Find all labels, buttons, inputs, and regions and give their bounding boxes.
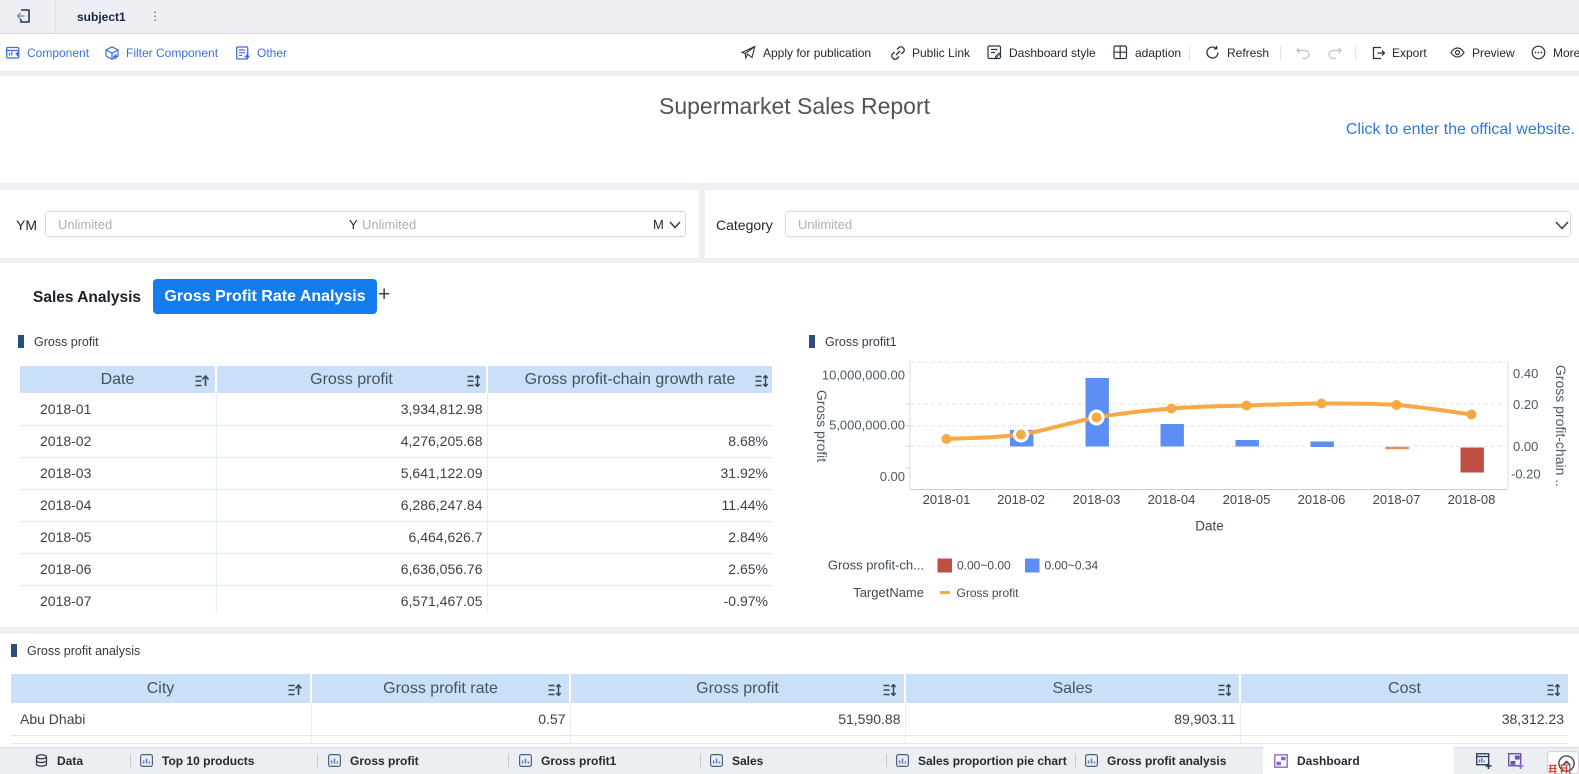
- svg-text:2018-07: 2018-07: [1373, 492, 1421, 507]
- svg-text:Gross profit: Gross profit: [814, 390, 830, 462]
- svg-text:0.20: 0.20: [1513, 397, 1538, 412]
- svg-text:2018-01: 2018-01: [923, 492, 971, 507]
- svg-text:0.00: 0.00: [880, 469, 905, 484]
- svg-text:0.00: 0.00: [1513, 439, 1538, 454]
- svg-text:2018-06: 2018-06: [1298, 492, 1346, 507]
- svg-text:TargetName: TargetName: [853, 585, 924, 600]
- svg-text:Gross profit: Gross profit: [957, 586, 1020, 600]
- svg-text:5,000,000.00: 5,000,000.00: [829, 418, 905, 433]
- svg-text:2018-03: 2018-03: [1073, 492, 1121, 507]
- svg-text:2018-02: 2018-02: [997, 492, 1045, 507]
- svg-text:0.00~0.00: 0.00~0.00: [957, 559, 1011, 573]
- svg-text:2018-08: 2018-08: [1448, 492, 1496, 507]
- svg-text:Gross profit-chain ..: Gross profit-chain ..: [1553, 365, 1569, 487]
- svg-text:Gross profit-ch...: Gross profit-ch...: [828, 558, 924, 573]
- svg-text:0.00~0.34: 0.00~0.34: [1045, 559, 1099, 573]
- svg-text:10,000,000.00: 10,000,000.00: [822, 368, 905, 383]
- svg-text:Date: Date: [1195, 519, 1224, 534]
- svg-text:0.40: 0.40: [1513, 366, 1538, 381]
- svg-text:2018-04: 2018-04: [1148, 492, 1196, 507]
- svg-text:2018-05: 2018-05: [1223, 492, 1271, 507]
- svg-text:-0.20: -0.20: [1511, 467, 1541, 482]
